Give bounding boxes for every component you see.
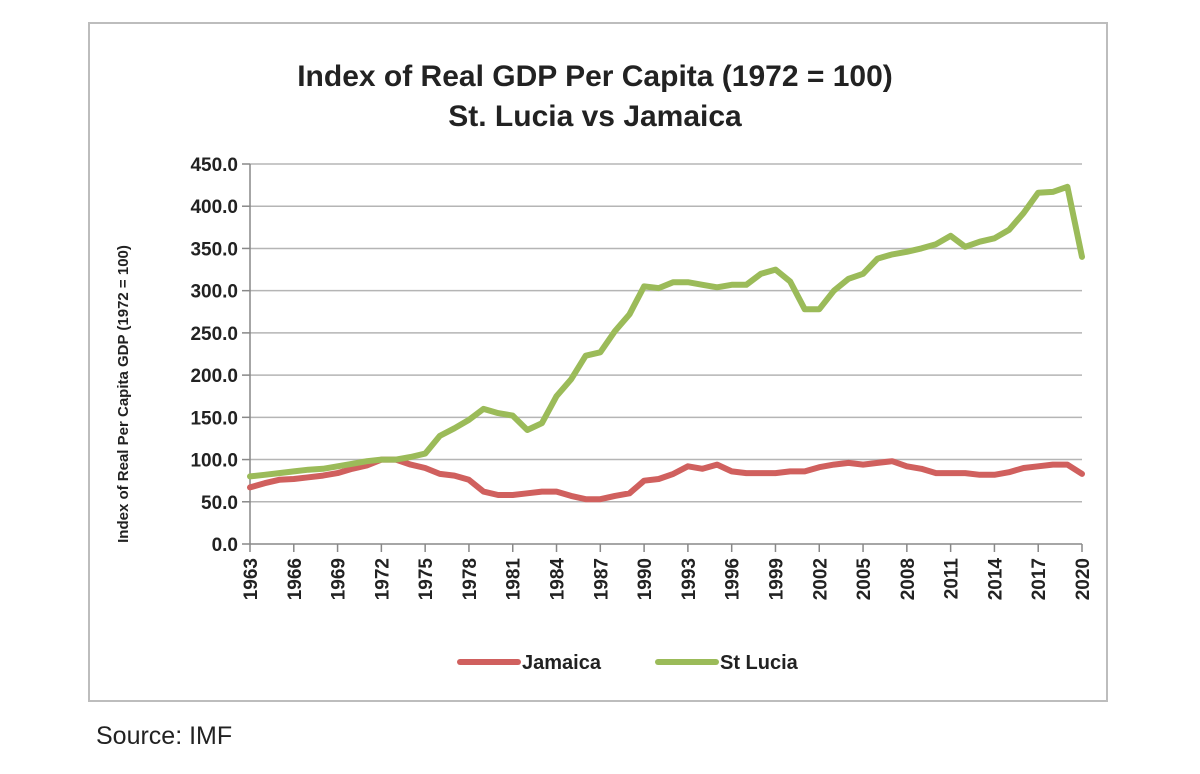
y-tick-label: 400.0 [190, 197, 238, 218]
x-tick-label: 1987 [591, 558, 612, 600]
x-tick-label: 1996 [723, 558, 744, 600]
legend: Jamaica St Lucia [457, 652, 799, 674]
x-tick-label: 2011 [942, 558, 963, 600]
x-tick-label: 2014 [985, 558, 1006, 601]
x-tick-label: 1978 [460, 558, 481, 600]
x-tick-label: 1966 [285, 558, 306, 600]
x-tick-label: 1990 [635, 558, 656, 600]
chart-title: Index of Real GDP Per Capita (1972 = 100… [297, 60, 893, 93]
y-axis-ticks: 0.0 50.0 100.0 150.0 200.0 250.0 300.0 350.0 400… [190, 155, 250, 556]
x-tick-label: 1975 [416, 558, 437, 601]
chart: Index of Real GDP Per Capita (1972 = 100… [115, 60, 1094, 674]
series-lines [247, 183, 1085, 503]
x-tick-label: 2017 [1029, 558, 1050, 600]
y-tick-label: 350.0 [190, 239, 238, 260]
y-tick-label: 100.0 [190, 451, 238, 472]
y-tick-label: 150.0 [190, 408, 238, 429]
x-tick-label: 2005 [854, 558, 875, 601]
x-tick-label: 1963 [241, 558, 262, 600]
x-tick-label: 2020 [1073, 558, 1094, 600]
chart-frame: Index of Real GDP Per Capita (1972 = 100… [88, 22, 1108, 702]
y-tick-label: 50.0 [201, 493, 238, 514]
x-tick-label: 1972 [372, 558, 393, 600]
x-tick-label: 1984 [548, 558, 569, 601]
x-tick-label: 1999 [766, 558, 787, 600]
series-line-st-lucia [247, 183, 1085, 480]
source-note: Source: IMF [96, 722, 233, 750]
y-tick-label: 200.0 [190, 366, 238, 387]
y-tick-label: 0.0 [212, 535, 238, 556]
x-axis-ticks: 1963 1966 1969 1972 1975 1978 1981 1984 1987 1990… [241, 544, 1094, 600]
legend-label-jamaica: Jamaica [522, 652, 602, 674]
x-tick-label: 1993 [679, 558, 700, 600]
x-tick-label: 1969 [329, 558, 350, 600]
y-axis-label: Index of Real Per Capita GDP (1972 = 100… [115, 245, 132, 543]
x-tick-label: 2008 [898, 558, 919, 600]
y-tick-label: 300.0 [190, 282, 238, 303]
y-tick-label: 450.0 [190, 155, 238, 176]
series-line-jamaica [247, 456, 1085, 503]
y-tick-label: 250.0 [190, 324, 238, 345]
chart-subtitle: St. Lucia vs Jamaica [448, 100, 742, 133]
legend-label-st-lucia: St Lucia [720, 652, 799, 674]
x-tick-label: 2002 [810, 558, 831, 600]
gridlines [250, 163, 1082, 503]
axes [249, 164, 1082, 545]
x-tick-label: 1981 [504, 558, 525, 601]
